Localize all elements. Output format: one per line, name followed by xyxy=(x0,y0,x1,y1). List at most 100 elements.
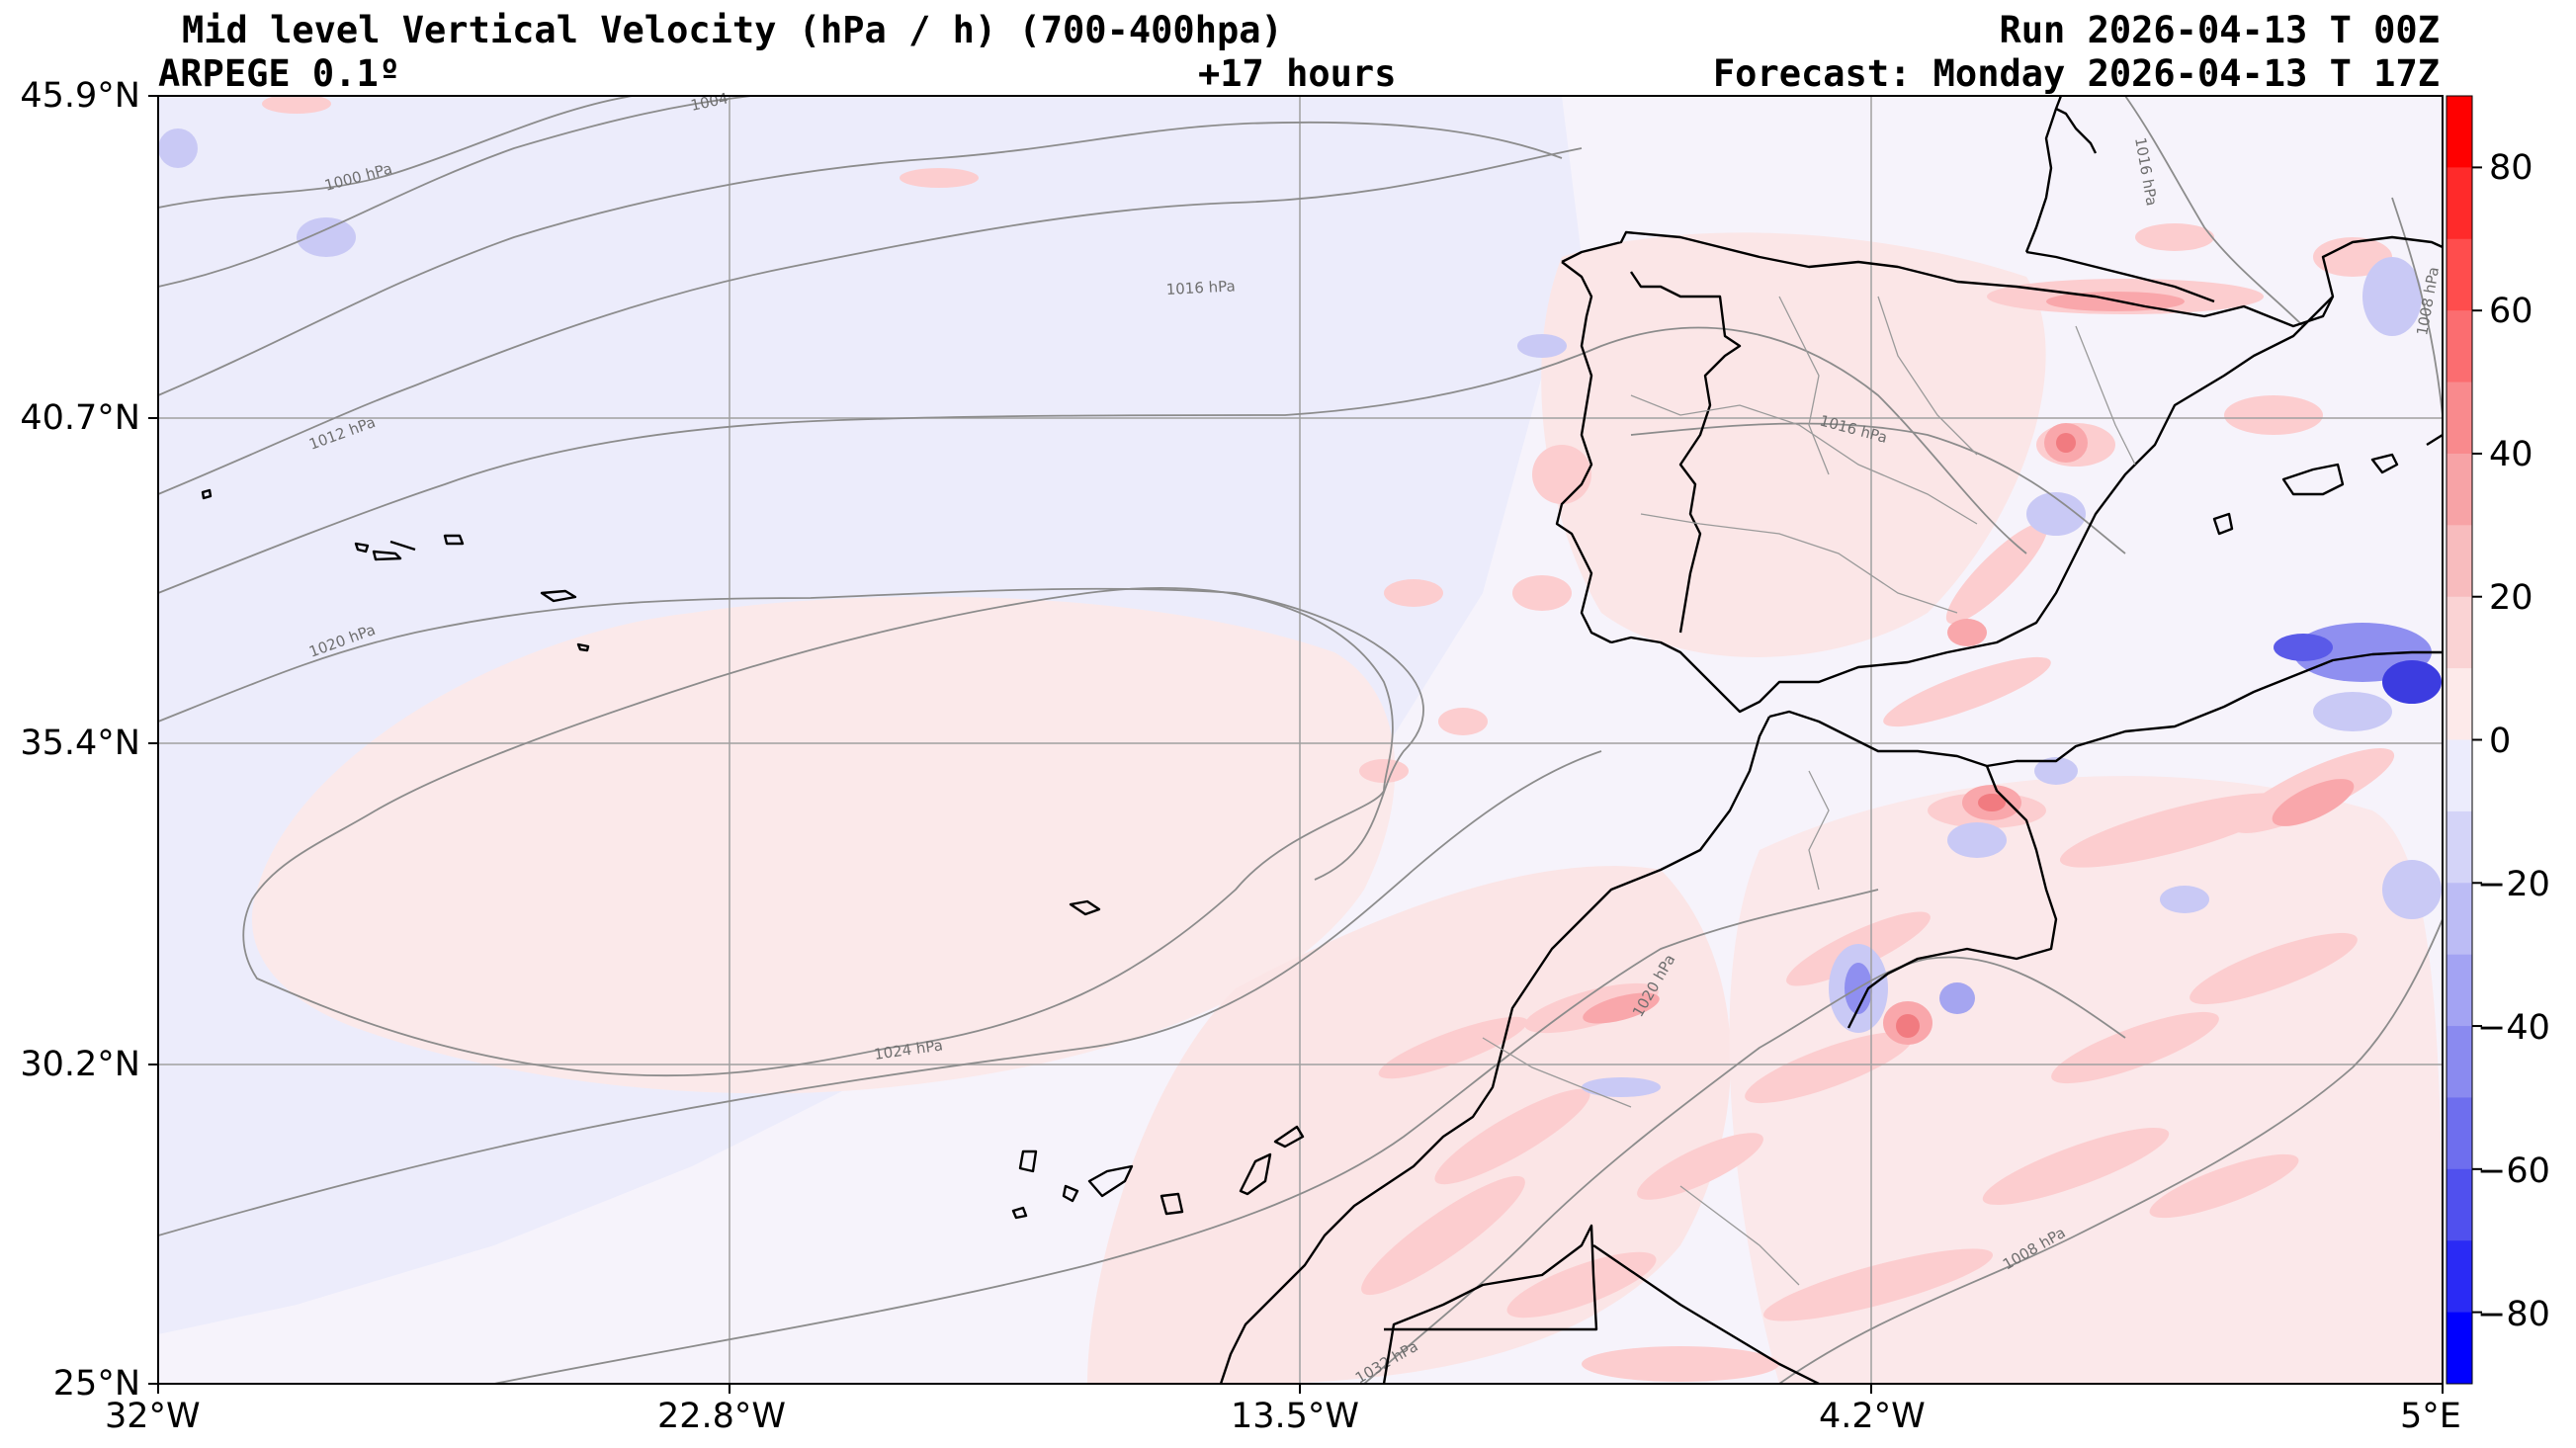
strong-ascent xyxy=(1978,794,2006,811)
ascent-patch xyxy=(1582,1346,1779,1382)
ascent-core xyxy=(1583,992,1660,1024)
lon-label: 22.8°W xyxy=(657,1397,787,1436)
descent-patch xyxy=(2026,492,2086,536)
azores-island xyxy=(576,642,590,652)
colorbar-segment xyxy=(2447,1168,2472,1241)
colorbar-segment xyxy=(2447,1312,2472,1385)
ascent-patch xyxy=(2313,237,2392,277)
canary-island xyxy=(1239,1152,1272,1196)
forecast-time: Forecast: Monday 2026-04-13 T 17Z xyxy=(1712,52,2440,95)
colorbar-segment xyxy=(2447,1097,2472,1170)
ascent-patch xyxy=(1883,656,2051,727)
colorbar-label: 80 xyxy=(2489,148,2533,188)
iberia-east-coast xyxy=(1610,296,2334,714)
colorbar-segment xyxy=(2447,596,2472,669)
colorbar-segment xyxy=(2447,1240,2472,1314)
strong-ascent xyxy=(1896,1014,1920,1038)
descent-patch xyxy=(1517,334,1567,358)
madeira-island xyxy=(1069,899,1101,916)
colorbar-label: 20 xyxy=(2489,578,2533,618)
lon-label: 5°E xyxy=(2400,1397,2461,1436)
portugal-spain-border xyxy=(1630,271,1742,634)
admin-line xyxy=(1877,296,1978,456)
colorbar-label: −60 xyxy=(2477,1151,2550,1191)
descent-patch xyxy=(1582,1077,1661,1097)
ascent-patch xyxy=(2059,793,2290,868)
pyrenees-border xyxy=(2025,250,2215,303)
ascent-patch xyxy=(1945,522,2048,625)
morocco-atlantic-coast xyxy=(1219,716,1771,1384)
lat-label: 35.4°N xyxy=(20,724,140,763)
run-time: Run 2026-04-13 T 00Z xyxy=(1999,9,2440,51)
colorbar-segment xyxy=(2447,310,2472,383)
ascent-patch xyxy=(1506,1251,1657,1319)
admin-line xyxy=(1778,296,1830,475)
descent-patch xyxy=(2034,757,2078,785)
lon-label: 4.2°W xyxy=(1819,1397,1926,1436)
velocity-field xyxy=(158,96,2443,1384)
colorbar-segment xyxy=(2447,453,2472,526)
axis-ticks xyxy=(148,95,2444,1394)
ascent-patch xyxy=(1378,1016,1528,1079)
colorbar-segment xyxy=(2447,238,2472,311)
ascent-core xyxy=(2272,779,2355,826)
admin-line xyxy=(1679,1185,1800,1286)
isobar-1016-east xyxy=(2124,96,2304,327)
colorbar-segment xyxy=(2447,883,2472,956)
strong-descent xyxy=(2382,660,2442,704)
ascent-patch xyxy=(1512,575,1572,611)
admin-lines xyxy=(1482,296,2136,1286)
strong-descent xyxy=(2274,634,2333,661)
lat-label: 25°N xyxy=(52,1364,140,1404)
colorbar-segment xyxy=(2447,96,2472,168)
lat-label: 45.9°N xyxy=(20,76,140,116)
colorbar-segment xyxy=(2447,810,2472,884)
canary-island xyxy=(1062,1184,1079,1203)
colorbar-label: −20 xyxy=(2477,865,2550,904)
descent-patch xyxy=(1947,822,2007,858)
ascent-patch xyxy=(262,96,331,114)
colorbar xyxy=(2447,96,2472,1385)
admin-line xyxy=(1482,1037,1632,1108)
balearic-island xyxy=(2370,453,2399,474)
admin-line xyxy=(1630,394,1978,525)
azores-island xyxy=(540,589,577,603)
ascent-patch xyxy=(1384,579,1443,607)
colorbar-label: 60 xyxy=(2489,292,2533,331)
balearic-island xyxy=(2212,512,2234,536)
weak-ascent-area-iberia xyxy=(1541,232,2046,657)
colorbar-segment xyxy=(2447,739,2472,812)
morocco-north-coast xyxy=(1768,650,2443,768)
isobar-iberia xyxy=(1630,422,2126,554)
ascent-patch xyxy=(2149,1153,2299,1219)
ascent-patch xyxy=(2190,932,2358,1005)
azores-island xyxy=(372,550,402,561)
ascent-patch xyxy=(1982,1127,2170,1206)
colorbar-ticks xyxy=(2472,166,2482,1314)
azores-island xyxy=(389,540,416,552)
lon-label: 13.5°W xyxy=(1231,1397,1360,1436)
canary-island xyxy=(1011,1206,1028,1220)
isobar-1024 xyxy=(242,586,1394,1077)
canary-island xyxy=(1273,1125,1305,1149)
ascent-patch xyxy=(1359,759,1409,783)
colorbar-label: −80 xyxy=(2477,1295,2550,1334)
isobar-1016 xyxy=(158,326,2027,594)
ascent-patch xyxy=(1637,1133,1763,1200)
ascent-patch xyxy=(2135,223,2214,251)
isobar-south xyxy=(1363,956,2126,1384)
isobar-1028 xyxy=(158,750,1602,1236)
colorbar-segment xyxy=(2447,668,2472,740)
ascent-patch xyxy=(1434,1088,1590,1185)
map-title: Mid level Vertical Velocity (hPa / h) (7… xyxy=(182,9,1283,51)
descent-core xyxy=(1939,982,1975,1014)
ascent-patch xyxy=(1361,1175,1525,1296)
isobar-label: 1016 hPa xyxy=(1165,277,1236,298)
weak-ascent-area xyxy=(251,596,1396,1094)
colorbar-segment xyxy=(2447,167,2472,240)
lon-label: 32°W xyxy=(105,1397,201,1436)
ascent-patch xyxy=(900,168,979,188)
lat-label: 40.7°N xyxy=(20,398,140,438)
admin-line xyxy=(2075,325,2136,466)
descent-patch xyxy=(2160,886,2209,913)
